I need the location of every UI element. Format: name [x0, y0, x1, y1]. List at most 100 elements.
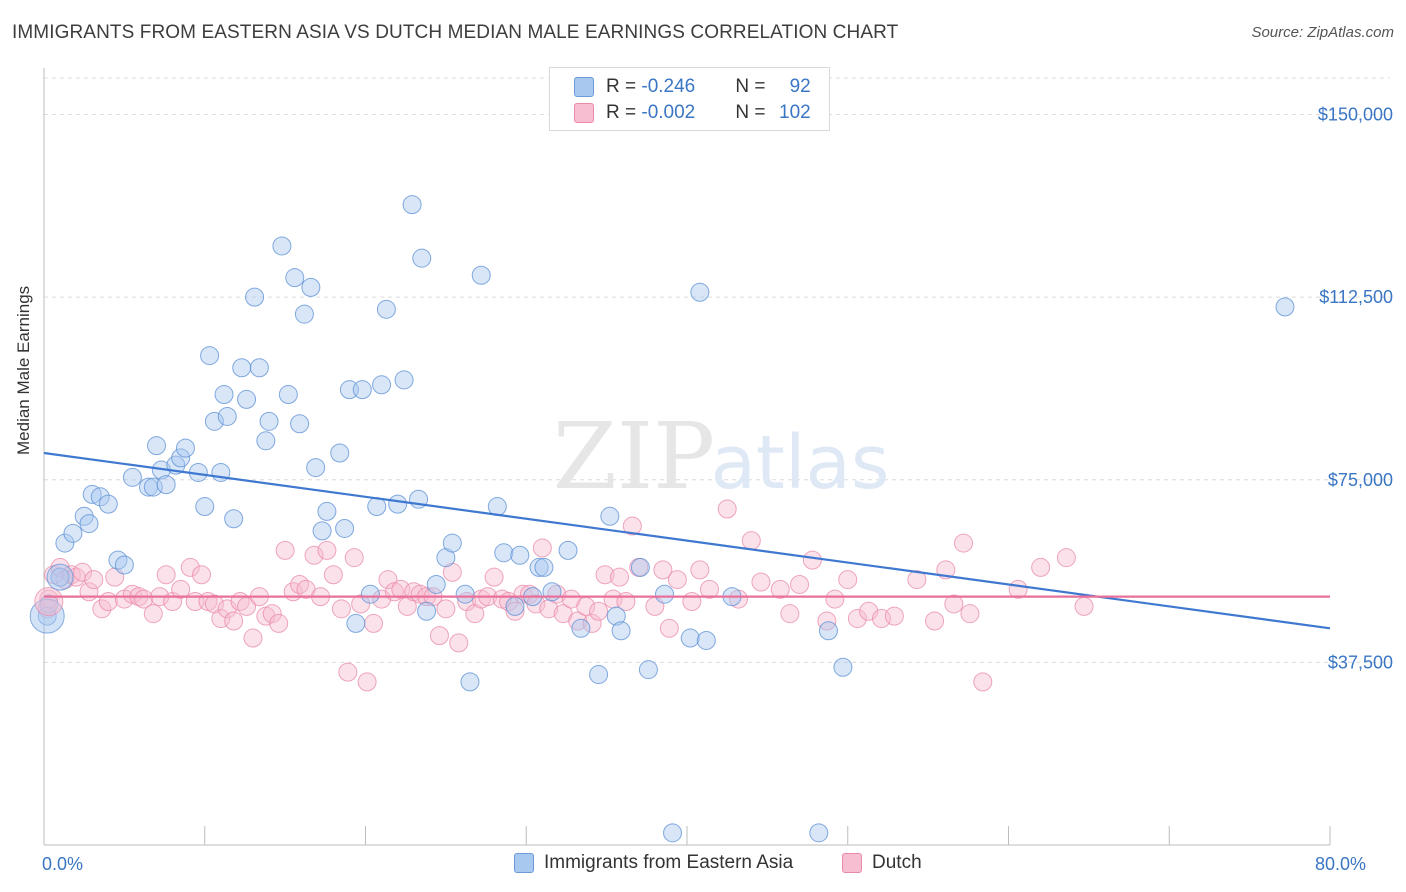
point-eastern-asia — [680, 628, 700, 648]
point-eastern-asia — [630, 557, 650, 577]
legend-swatch-dutch — [574, 103, 594, 123]
y-tick-label: $112,500 — [1319, 287, 1393, 307]
point-eastern-asia — [1275, 297, 1295, 317]
point-eastern-asia — [372, 375, 392, 395]
point-dutch — [622, 516, 642, 536]
point-eastern-asia — [696, 630, 716, 650]
point-dutch — [1074, 596, 1094, 616]
point-eastern-asia — [571, 618, 591, 638]
legend-n-label: N = — [735, 102, 771, 123]
point-eastern-asia — [376, 299, 396, 319]
point-eastern-asia — [90, 487, 110, 507]
point-dutch — [884, 606, 904, 626]
point-dutch — [547, 584, 567, 604]
point-eastern-asia — [505, 596, 525, 616]
source-credit: Source: ZipAtlas.com — [1251, 24, 1394, 41]
point-dutch — [659, 618, 679, 638]
point-eastern-asia — [394, 370, 414, 390]
point-dutch — [290, 574, 310, 594]
point-dutch — [243, 628, 263, 648]
point-eastern-asia — [833, 657, 853, 677]
point-eastern-asia — [224, 509, 244, 529]
trend-lines — [43, 451, 1331, 630]
point-eastern-asia — [494, 543, 514, 563]
point-eastern-asia — [249, 358, 269, 378]
point-dutch — [925, 611, 945, 631]
point-eastern-asia — [335, 518, 355, 538]
point-dutch — [717, 499, 737, 519]
legend-r-value: -0.002 — [641, 102, 696, 123]
point-dutch — [582, 613, 602, 633]
point-dutch — [1031, 557, 1051, 577]
point-dutch — [351, 594, 371, 614]
point-eastern-asia — [278, 385, 298, 405]
point-eastern-asia — [611, 621, 631, 641]
point-eastern-asia — [306, 458, 326, 478]
axes — [43, 68, 1331, 846]
point-eastern-asia — [402, 195, 422, 215]
point-eastern-asia — [108, 550, 128, 570]
data-points — [29, 195, 1295, 843]
point-eastern-asia — [510, 545, 530, 565]
series-legend: Immigrants from Eastern Asia Dutch — [0, 852, 1406, 878]
point-dutch — [682, 592, 702, 612]
point-dutch — [180, 557, 200, 577]
point-eastern-asia — [195, 497, 215, 517]
point-dutch — [357, 672, 377, 692]
point-eastern-asia — [122, 467, 142, 487]
watermark-zip: ZIP — [553, 403, 715, 510]
point-dutch — [589, 601, 609, 621]
point-eastern-asia — [818, 621, 838, 641]
legend-row-dutch: R = -0.002 N = 102 — [574, 101, 811, 125]
point-dutch — [192, 565, 212, 585]
point-eastern-asia — [290, 414, 310, 434]
point-eastern-asia — [204, 411, 224, 431]
point-eastern-asia — [272, 236, 292, 256]
point-dutch — [331, 599, 351, 619]
point-eastern-asia — [809, 823, 829, 843]
point-dutch — [817, 611, 837, 631]
point-eastern-asia — [663, 823, 683, 843]
point-dutch — [667, 570, 687, 590]
point-eastern-asia — [312, 521, 332, 541]
watermark-atlas: atlas — [711, 420, 890, 506]
point-dutch — [944, 594, 964, 614]
x-tick-label: 0.0% — [42, 854, 83, 874]
point-dutch — [269, 613, 289, 633]
point-dutch — [519, 584, 539, 604]
legend-swatch-dutch — [842, 853, 862, 873]
point-dutch — [751, 572, 771, 592]
point-dutch — [780, 604, 800, 624]
point-dutch — [802, 550, 822, 570]
point-dutch — [73, 562, 93, 582]
point-eastern-asia — [214, 385, 234, 405]
legend-n-label: N = — [735, 76, 771, 97]
point-dutch — [262, 604, 282, 624]
point-dutch — [449, 633, 469, 653]
point-eastern-asia — [232, 358, 252, 378]
point-eastern-asia — [471, 265, 491, 285]
y-tick-label: $150,000 — [1318, 105, 1393, 125]
point-eastern-asia — [171, 448, 191, 468]
point-eastern-asia — [114, 555, 134, 575]
legend-swatch-eastern-asia — [574, 77, 594, 97]
point-dutch — [532, 538, 552, 558]
legend-n-value: 102 — [779, 102, 811, 123]
point-dutch — [304, 545, 324, 565]
point-eastern-asia — [82, 484, 102, 504]
point-dutch — [690, 560, 710, 580]
watermark: ZIP atlas — [553, 403, 890, 510]
point-dutch — [171, 579, 191, 599]
legend-n-value: 92 — [789, 76, 811, 97]
legend-item-eastern-asia: Immigrants from Eastern Asia — [514, 852, 793, 874]
point-dutch — [344, 548, 364, 568]
legend-row-eastern-asia: R = -0.246 N = 92 — [574, 75, 811, 99]
point-eastern-asia — [529, 557, 549, 577]
stats-legend: R = -0.246 N = 92 R = -0.002 N = 102 — [549, 67, 830, 131]
x-tick-label: 80.0% — [1315, 854, 1366, 874]
point-eastern-asia — [156, 475, 176, 495]
point-dutch — [364, 613, 384, 633]
point-dutch — [1056, 548, 1076, 568]
legend-r-label: R = — [606, 76, 642, 97]
point-eastern-asia — [147, 436, 167, 456]
